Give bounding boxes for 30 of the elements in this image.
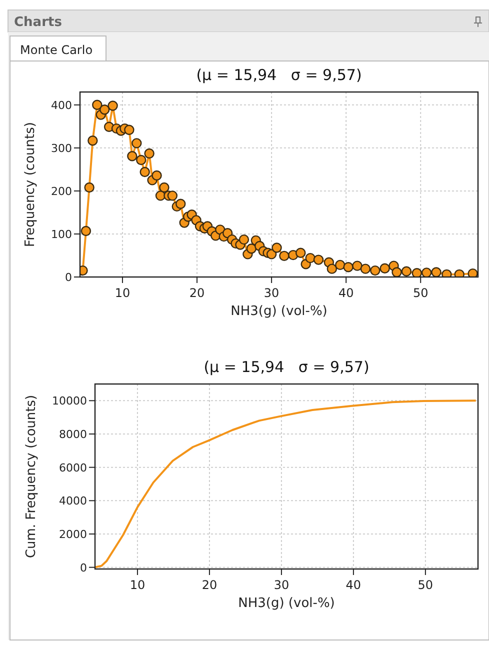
x-tick-label: 20 (189, 286, 205, 300)
y-tick-label: 2000 (59, 528, 87, 541)
y-tick-label: 0 (80, 561, 87, 574)
y-tick-label: 8000 (59, 428, 87, 441)
y-tick-label: 6000 (59, 461, 87, 474)
x-tick-label: 40 (338, 286, 354, 300)
x-axis-title: NH3(g) (vol-%) (238, 596, 335, 611)
line-series (95, 400, 477, 568)
x-tick-label: 10 (114, 286, 130, 300)
y-axis-title: Cum. Frequency (counts) (24, 394, 39, 558)
chart-title: (μ = 15,94 σ = 9,57) (204, 358, 370, 376)
y-tick-label: 300 (51, 142, 72, 155)
x-tick-label: 50 (418, 578, 434, 592)
y-tick-label: 10000 (52, 394, 87, 408)
chart-title: (μ = 15,94 σ = 9,57) (196, 66, 362, 84)
y-tick-label: 4000 (59, 494, 87, 508)
y-tick-label: 0 (65, 271, 72, 284)
y-tick-label: 400 (51, 98, 72, 112)
x-axis-title: NH3(g) (vol-%) (230, 304, 328, 319)
y-tick-label: 100 (51, 228, 72, 241)
x-tick-label: 20 (202, 578, 218, 592)
x-tick-label: 30 (274, 578, 290, 592)
x-tick-label: 50 (412, 286, 428, 300)
text: Charts (14, 15, 62, 30)
y-tick-label: 200 (51, 184, 72, 198)
text: Monte Carlo (20, 43, 93, 57)
x-tick-label: 40 (346, 578, 362, 592)
y-axis-title: Frequency (counts) (23, 122, 38, 247)
x-tick-label: 10 (130, 578, 146, 592)
x-tick-label: 30 (264, 286, 280, 300)
